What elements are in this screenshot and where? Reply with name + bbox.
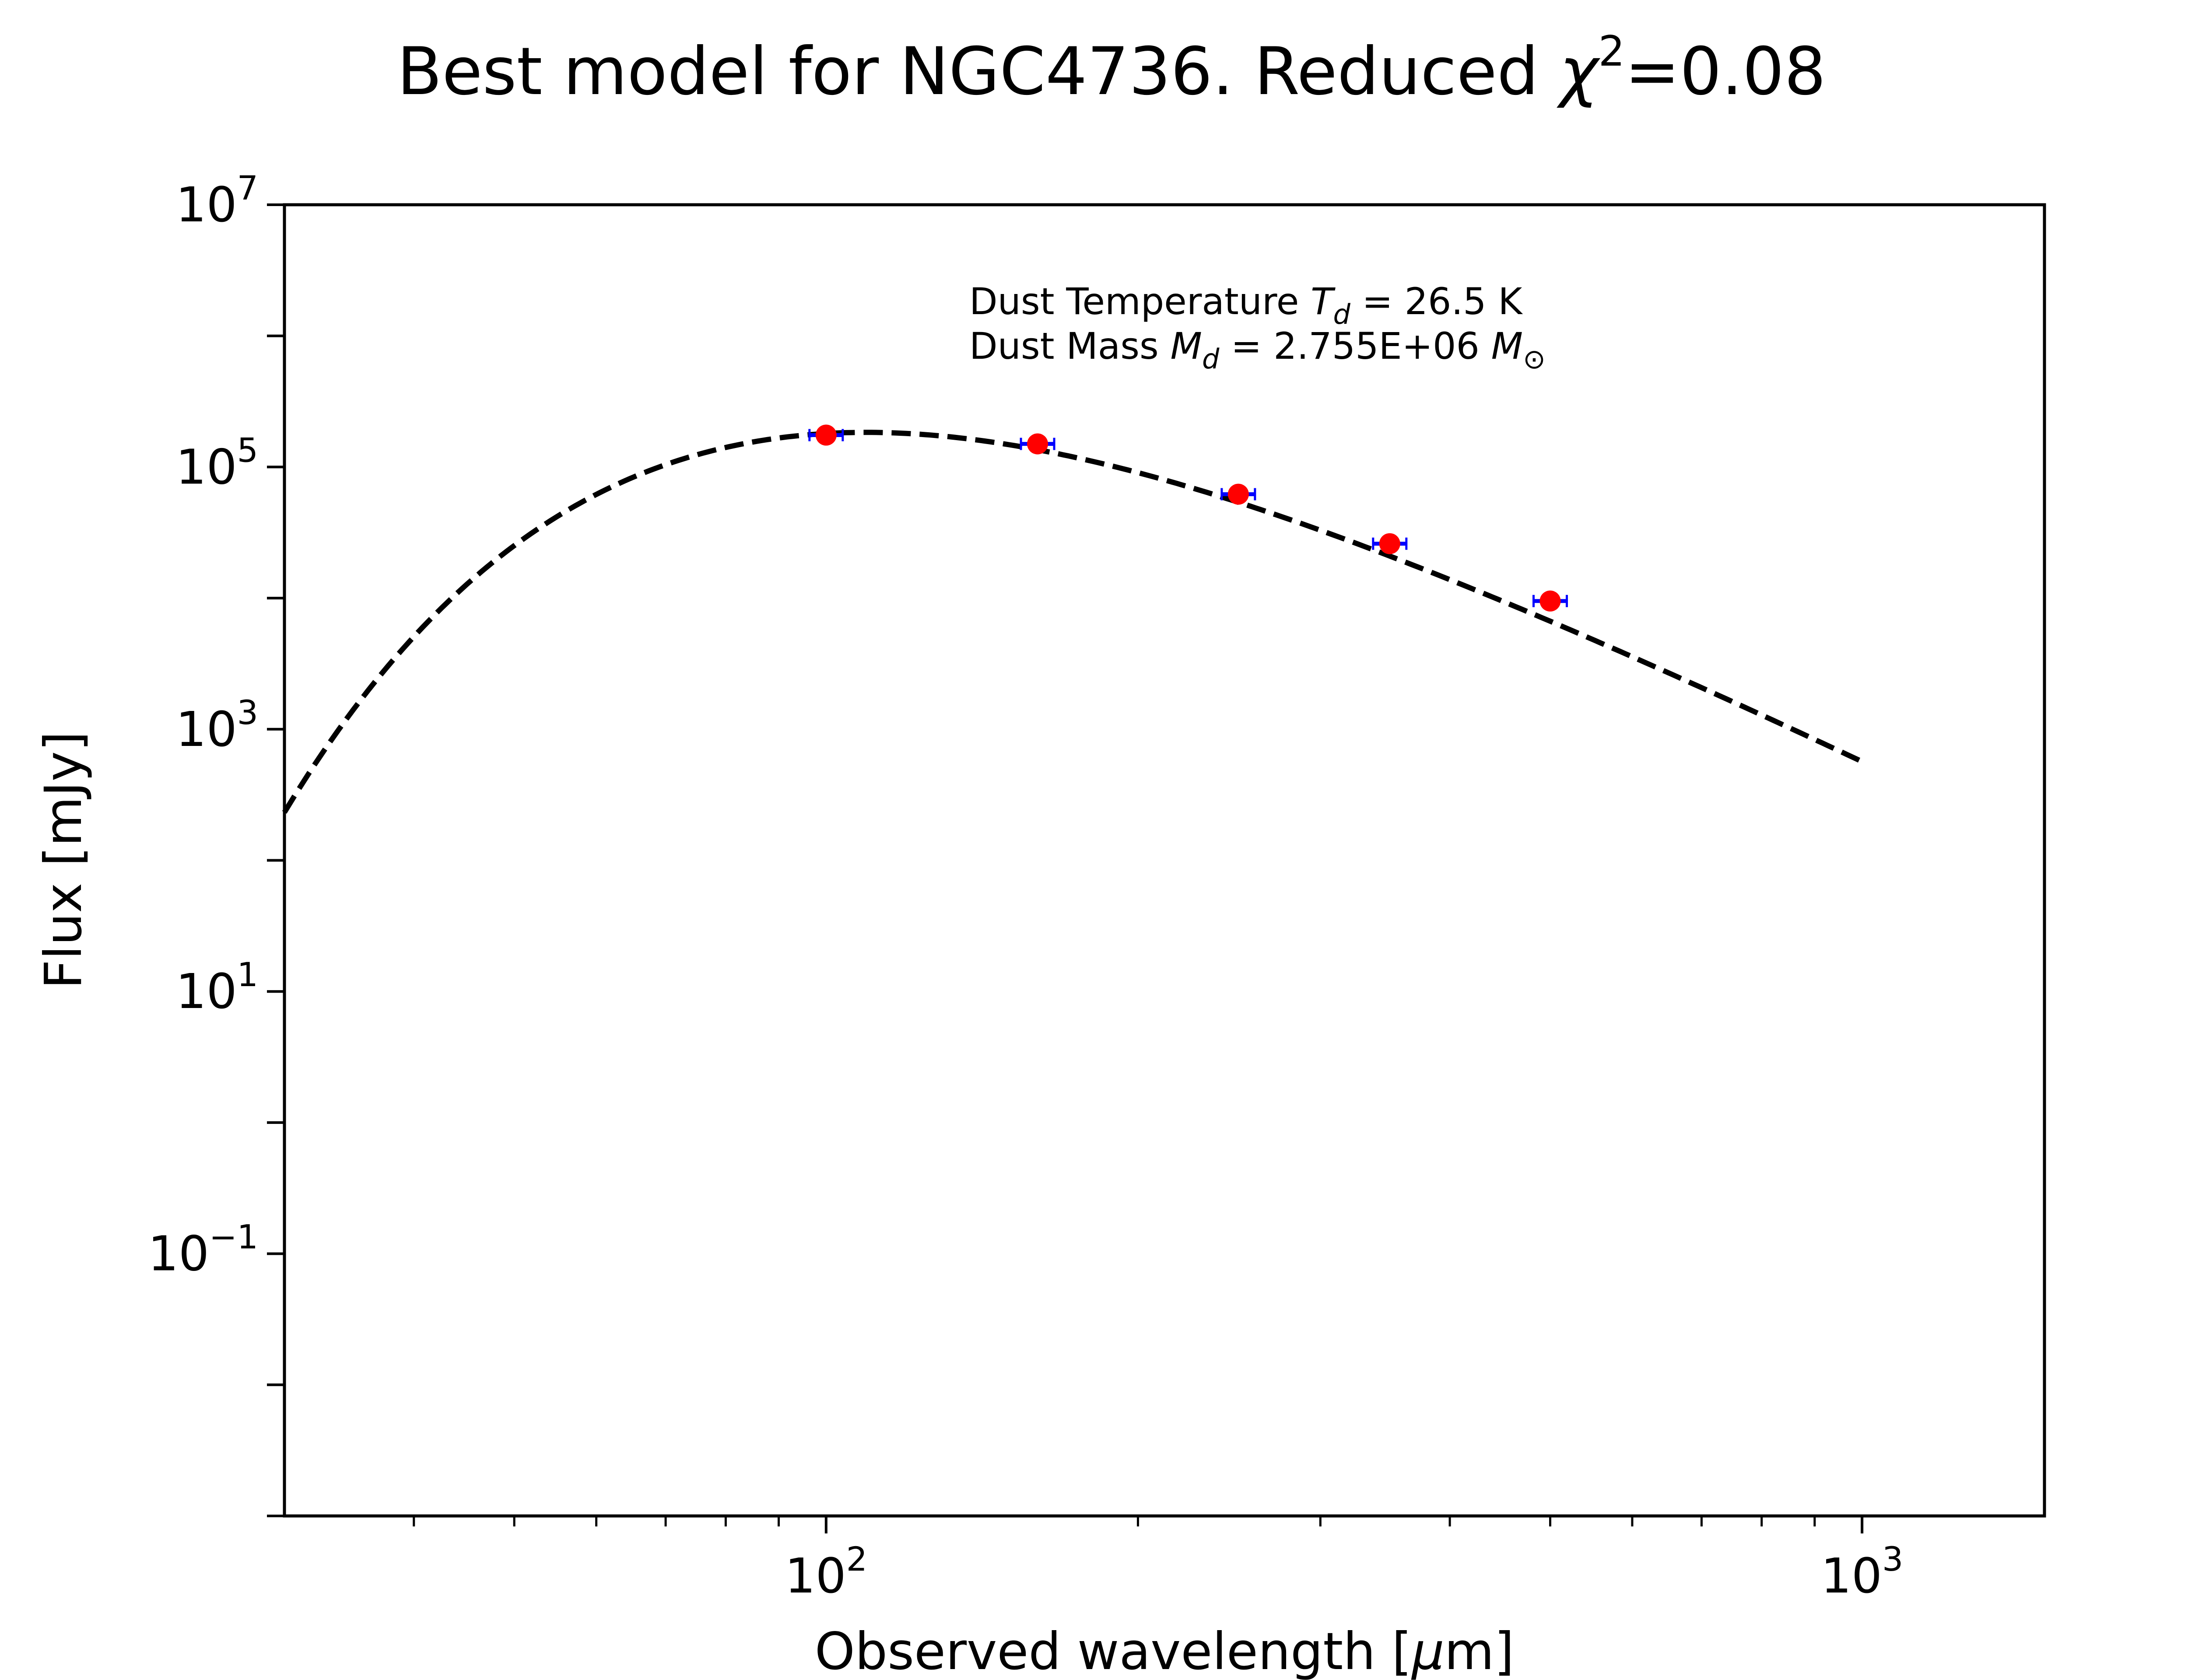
annotation-mass-unit: M — [1491, 325, 1523, 368]
annotation-temperature-subscript: d — [1333, 298, 1350, 330]
x-tick-label-base: 10 — [785, 1548, 846, 1604]
data-point — [808, 424, 844, 446]
y-tick-label-exponent: 1 — [237, 955, 258, 994]
x-axis-label: Observed wavelength [μm] — [815, 1621, 1515, 1680]
x-tick-label: 102 — [785, 1540, 867, 1604]
y-tick-label-base: 10 — [176, 701, 237, 757]
annotation-mass: Dust Mass Md = 2.755E+06 M⊙ — [969, 325, 1546, 375]
x-axis-label-suffix: m] — [1445, 1621, 1515, 1680]
data-point — [1220, 483, 1256, 505]
annotation-temperature-suffix: = 26.5 K — [1350, 280, 1523, 323]
data-point — [1372, 533, 1408, 554]
data-point-marker — [815, 424, 837, 446]
model-curve — [282, 430, 1863, 814]
data-point-marker — [1227, 483, 1249, 505]
annotation-temperature: Dust Temperature Td = 26.5 K — [969, 280, 1523, 330]
x-tick-label-exponent: 3 — [1882, 1540, 1903, 1578]
x-axis-label-prefix: Observed wavelength [ — [815, 1621, 1412, 1680]
x-tick-label: 103 — [1821, 1540, 1903, 1604]
y-tick-label: 105 — [176, 430, 258, 495]
y-tick-label-exponent: −1 — [209, 1218, 258, 1256]
model-curve-group — [282, 430, 1863, 814]
y-tick-label-base: 10 — [148, 1226, 209, 1282]
y-tick-label-base: 10 — [176, 439, 237, 495]
data-points-group — [808, 424, 1568, 612]
x-tick-label-base: 10 — [1821, 1548, 1882, 1604]
y-tick-label-base: 10 — [176, 963, 237, 1019]
y-tick-label-exponent: 7 — [237, 168, 258, 207]
data-point-marker — [1379, 533, 1400, 554]
annotation-mass-prefix: Dust Mass — [969, 325, 1171, 368]
annotation-mass-subscript: d — [1202, 343, 1220, 375]
title-suffix: =0.08 — [1625, 34, 1826, 110]
y-axis-label: Flux [mJy] — [33, 731, 93, 989]
title-chi: χ — [1557, 34, 1601, 110]
annotation-mass-symbol: M — [1171, 325, 1202, 368]
data-point-marker — [1027, 433, 1048, 455]
minor-ticks — [413, 1516, 1816, 1526]
y-tick-label: 107 — [176, 168, 258, 233]
annotation-temperature-symbol: T — [1311, 280, 1336, 323]
data-point — [1020, 433, 1055, 455]
y-tick-label-exponent: 5 — [237, 430, 258, 469]
annotation-temperature-prefix: Dust Temperature — [969, 280, 1311, 323]
plot-frame — [283, 203, 2046, 1518]
data-point-marker — [1539, 590, 1561, 612]
y-tick-label-base: 10 — [176, 177, 237, 233]
annotation-mass-middle: = 2.755E+06 — [1219, 325, 1491, 368]
title-sup: 2 — [1599, 28, 1625, 76]
y-tick-label: 103 — [176, 693, 258, 757]
y-tick-label: 10−1 — [148, 1218, 258, 1282]
y-tick-label-exponent: 3 — [237, 693, 258, 732]
x-tick-label-exponent: 2 — [846, 1540, 867, 1578]
title-prefix: Best model for NGC4736. Reduced — [397, 34, 1560, 110]
chart-title: Best model for NGC4736. Reduced χ2=0.08 — [397, 28, 1826, 110]
annotation-mass-unit-subscript: ⊙ — [1523, 343, 1546, 375]
data-point — [1532, 590, 1568, 612]
major-ticks — [267, 203, 1864, 1533]
y-tick-label: 101 — [176, 955, 258, 1019]
x-axis-label-unit: μ — [1411, 1621, 1444, 1680]
